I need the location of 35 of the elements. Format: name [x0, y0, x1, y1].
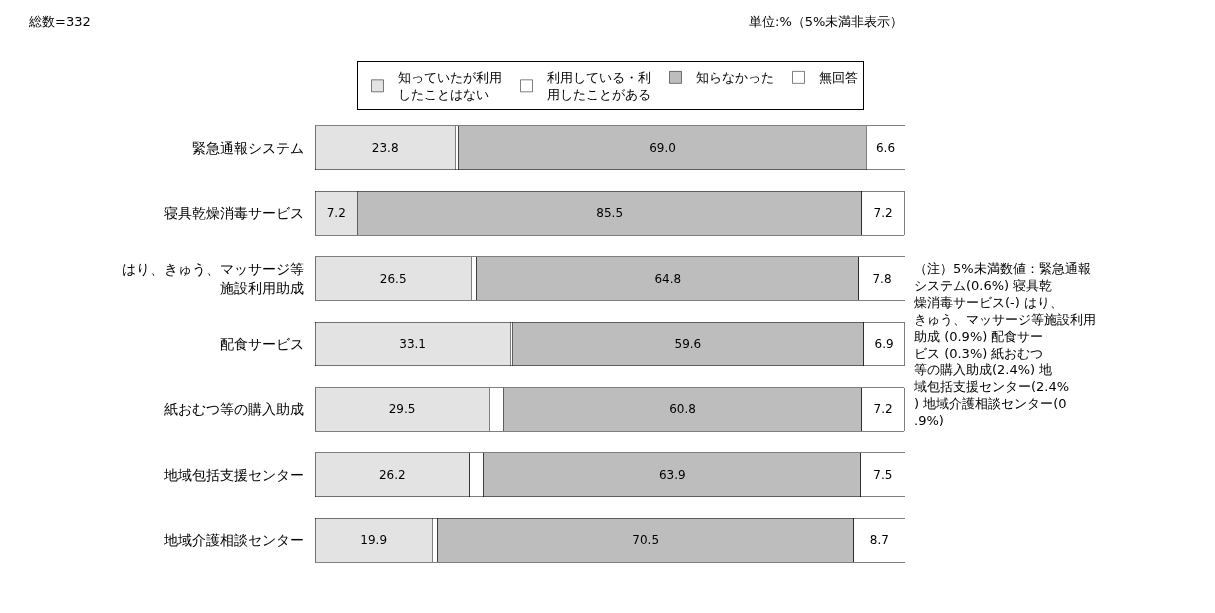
y-tick-label: 緊急通報システム — [192, 139, 304, 156]
data-label: 8.7 — [869, 533, 889, 548]
data-label: 60.8 — [669, 402, 696, 417]
data-label: 85.5 — [596, 206, 624, 221]
data-label: 7.5 — [873, 467, 893, 482]
data-label: 59.6 — [674, 337, 702, 351]
data-label: 7.2 — [326, 206, 346, 221]
data-label: 69.0 — [649, 140, 676, 155]
data-label: 7.8 — [872, 271, 892, 286]
text: （注）5%未満数値：緊急通報システム(0.6%) 寝具乾燥消毒サービス(-) はり、きゅう、マッサージ等施設利用助成 (0.9%) 配食サービス (0.3%) 紙おむつ等の購入助成(2.4%) 地域包括支援センター(2.4%) 地域介護相談センター(0.9%) — [914, 261, 1096, 429]
legend-label: 知っていたが利用したことはない — [397, 70, 502, 103]
data-label: 29.5 — [388, 402, 416, 417]
data-label: 26.2 — [378, 467, 406, 482]
data-label: 23.8 — [371, 140, 399, 155]
y-tick-label: 紙おむつ等の購入助成 — [164, 401, 304, 418]
data-label: 64.8 — [654, 271, 682, 286]
y-tick-label: 寝具乾燥消毒サービス — [164, 205, 304, 222]
data-label: 6.9 — [874, 337, 894, 351]
legend-label: 無回答 — [818, 70, 858, 86]
legend-label: 知らなかった — [695, 70, 774, 86]
data-label: 33.1 — [399, 337, 426, 351]
y-tick-label: はり、きゅう、マッサージ等施設利用助成 — [122, 261, 304, 296]
data-label: 63.9 — [658, 467, 686, 482]
text: 総数=332 — [28, 14, 91, 29]
text: 単位:%（5%未満非表示） — [749, 14, 904, 29]
y-tick-label: 地域介護相談センター — [163, 532, 304, 549]
data-label: 6.6 — [875, 140, 896, 155]
data-label: 7.2 — [873, 206, 893, 221]
data-label: 70.5 — [632, 533, 660, 548]
data-label: 19.9 — [360, 533, 388, 548]
legend-label: 利用している・利用したことがある — [546, 70, 651, 103]
data-label: 26.5 — [379, 271, 407, 286]
y-tick-label: 配食サービス — [220, 335, 304, 352]
y-tick-label: 地域包括支援センター — [163, 466, 304, 483]
data-label: 7.2 — [873, 402, 893, 417]
